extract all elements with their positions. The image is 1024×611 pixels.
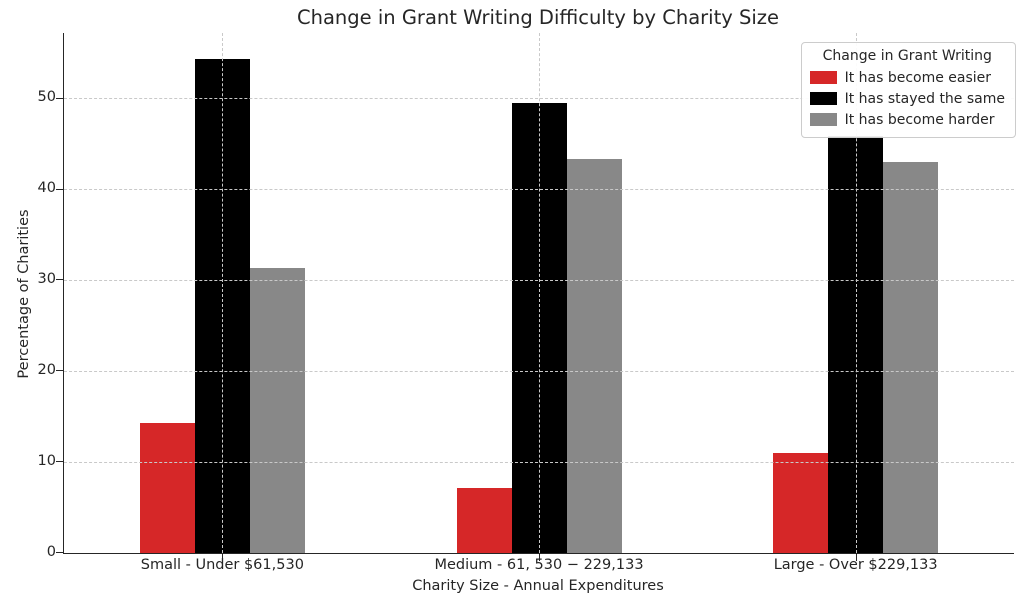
y-tick-mark bbox=[56, 370, 63, 372]
x-tick-label: Small - Under $61,530 bbox=[140, 557, 304, 573]
y-tick-mark bbox=[56, 279, 63, 281]
bar-harder bbox=[883, 162, 939, 553]
legend-swatch-icon bbox=[809, 113, 837, 126]
y-tick-label: 10 bbox=[37, 453, 56, 470]
legend-entry: It has become harder bbox=[809, 109, 1005, 130]
legend-title: Change in Grant Writing bbox=[822, 48, 992, 64]
x-tick-mark bbox=[855, 554, 857, 561]
legend-entry: It has stayed the same bbox=[809, 88, 1005, 109]
x-tick-label: Medium - 61, 530 − 229,133 bbox=[434, 557, 644, 573]
legend-label: It has stayed the same bbox=[844, 90, 1005, 107]
bar-same bbox=[511, 103, 567, 553]
legend-swatch-icon bbox=[809, 71, 837, 84]
y-tick-mark bbox=[56, 97, 63, 99]
y-tick-label: 40 bbox=[37, 180, 56, 197]
x-tick-mark bbox=[222, 554, 224, 561]
legend-swatch-icon bbox=[809, 92, 837, 105]
legend: Change in Grant Writing It has become ea… bbox=[800, 42, 1016, 138]
chart-title: Change in Grant Writing Difficulty by Ch… bbox=[296, 6, 779, 29]
legend-entry: It has become easier bbox=[809, 67, 1005, 88]
legend-label: It has become easier bbox=[844, 69, 992, 86]
y-tick-mark bbox=[56, 188, 63, 190]
y-tick-mark bbox=[56, 461, 63, 463]
x-axis-label: Charity Size - Annual Expenditures bbox=[412, 578, 664, 594]
y-tick-label: 0 bbox=[46, 544, 56, 560]
bar-same bbox=[828, 135, 884, 553]
bar-harder bbox=[566, 159, 622, 553]
bar-easier bbox=[456, 488, 512, 553]
plot-area: 0 10 20 30 40 50 Small - Under $61,530 Medium -… bbox=[38, 33, 1014, 573]
x-tick-label: Large - Over $229,133 bbox=[773, 557, 938, 573]
y-tick-label: 50 bbox=[37, 89, 56, 106]
y-tick-label: 30 bbox=[37, 271, 56, 288]
bar-same bbox=[194, 59, 250, 553]
legend-label: It has become harder bbox=[844, 111, 995, 128]
y-tick-label: 20 bbox=[37, 362, 56, 379]
bar-harder bbox=[249, 267, 305, 553]
bar-easier bbox=[773, 453, 829, 553]
bar-easier bbox=[139, 423, 195, 553]
x-tick-mark bbox=[539, 554, 540, 561]
y-tick-mark bbox=[56, 552, 63, 554]
